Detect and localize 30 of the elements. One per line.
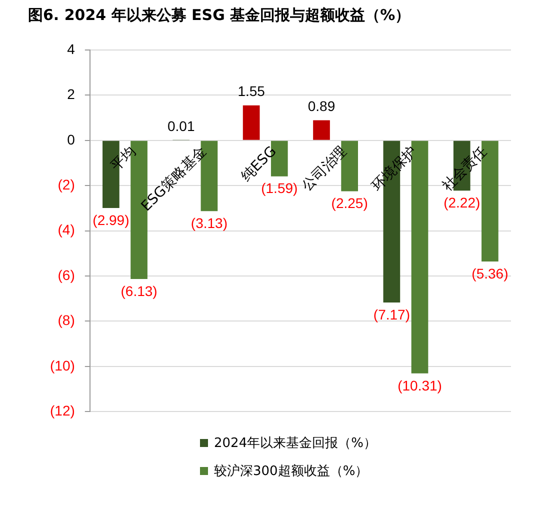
y-tick-label: 2	[67, 86, 76, 102]
data-label: 0.01	[168, 118, 195, 134]
chart-title: 图6. 2024 年以来公募 ESG 基金回报与超额收益（%）	[27, 5, 412, 26]
data-label: (5.36)	[472, 265, 508, 282]
x-tick-label: 平均	[108, 143, 140, 175]
y-tick-label: (6)	[58, 266, 75, 283]
data-label: (2.22)	[444, 194, 480, 210]
y-tick-label: (12)	[50, 402, 75, 418]
data-label: 1.55	[238, 83, 266, 100]
bar	[242, 105, 260, 140]
data-label: (1.59)	[261, 180, 298, 196]
bar	[313, 120, 330, 140]
data-label: (2.99)	[92, 212, 130, 228]
legend-label: 2024年以来基金回报（%）	[214, 435, 376, 452]
data-label: (6.13)	[120, 282, 158, 299]
y-tick-label: (8)	[58, 312, 75, 328]
y-tick-label: (2)	[58, 176, 75, 192]
data-label: 0.89	[308, 98, 336, 114]
data-label: (7.17)	[373, 306, 410, 322]
x-tick-label: 公司治理	[298, 143, 350, 194]
x-tick-label: 环境保护	[369, 143, 420, 194]
legend-label: 较沪深300超额收益（%）	[214, 463, 368, 480]
x-tick-label: 社会责任	[439, 143, 490, 194]
y-tick-label: (4)	[58, 222, 75, 238]
data-label: (10.31)	[398, 377, 442, 394]
y-tick-label: 4	[67, 40, 76, 57]
y-tick-label: (10)	[50, 357, 75, 374]
data-label: (3.13)	[190, 214, 228, 231]
data-label: (2.25)	[331, 195, 368, 212]
y-tick-label: 0	[67, 131, 76, 148]
